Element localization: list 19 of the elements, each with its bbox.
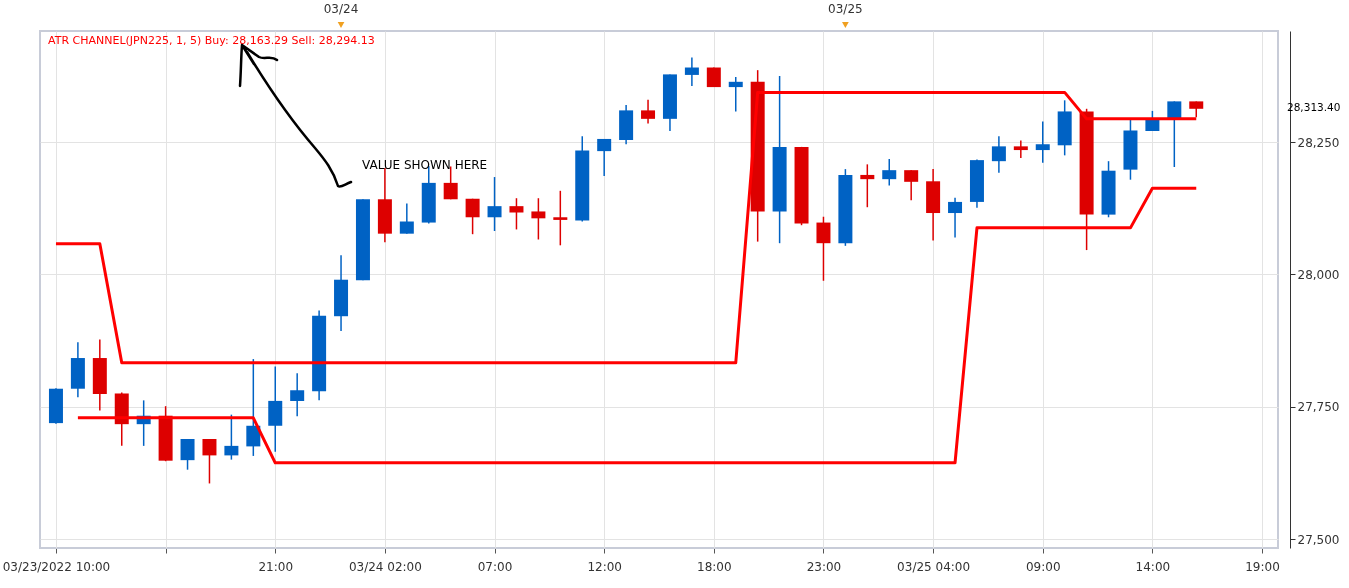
x-tick-label: 21:00 — [258, 559, 294, 574]
x-tick-label: 03/23/2022 10:00 — [2, 559, 111, 574]
y-tick-label: 27,750 — [1297, 400, 1340, 415]
x-tick-label: 19:00 — [1245, 559, 1280, 574]
annotation: ATR CHANNEL(JPN225, 1, 5) Buy: 28,163.29 Sell: 28,294.13 — [48, 34, 375, 47]
x-tick-label: 09:00 — [1025, 559, 1061, 574]
x-tick-label: 12:00 — [587, 559, 622, 574]
x-tick-label: 18:00 — [697, 559, 732, 574]
annotation: VALUE SHOWN HERE — [362, 158, 488, 172]
text: 03/25 — [828, 2, 863, 16]
x-tick-label: 03/25 04:00 — [897, 559, 971, 574]
x-tick-label: 23:00 — [806, 559, 842, 574]
x-tick-label: 07:00 — [477, 559, 513, 574]
text: 03/24 — [323, 2, 359, 16]
y-tick-label: 27,500 — [1297, 532, 1340, 547]
x-tick-label: 14:00 — [1135, 559, 1171, 574]
x-tick-label: 03/24 02:00 — [348, 559, 422, 574]
y-tick-label: 28,000 — [1297, 267, 1340, 282]
y-tick-label: 28,250 — [1297, 135, 1340, 150]
